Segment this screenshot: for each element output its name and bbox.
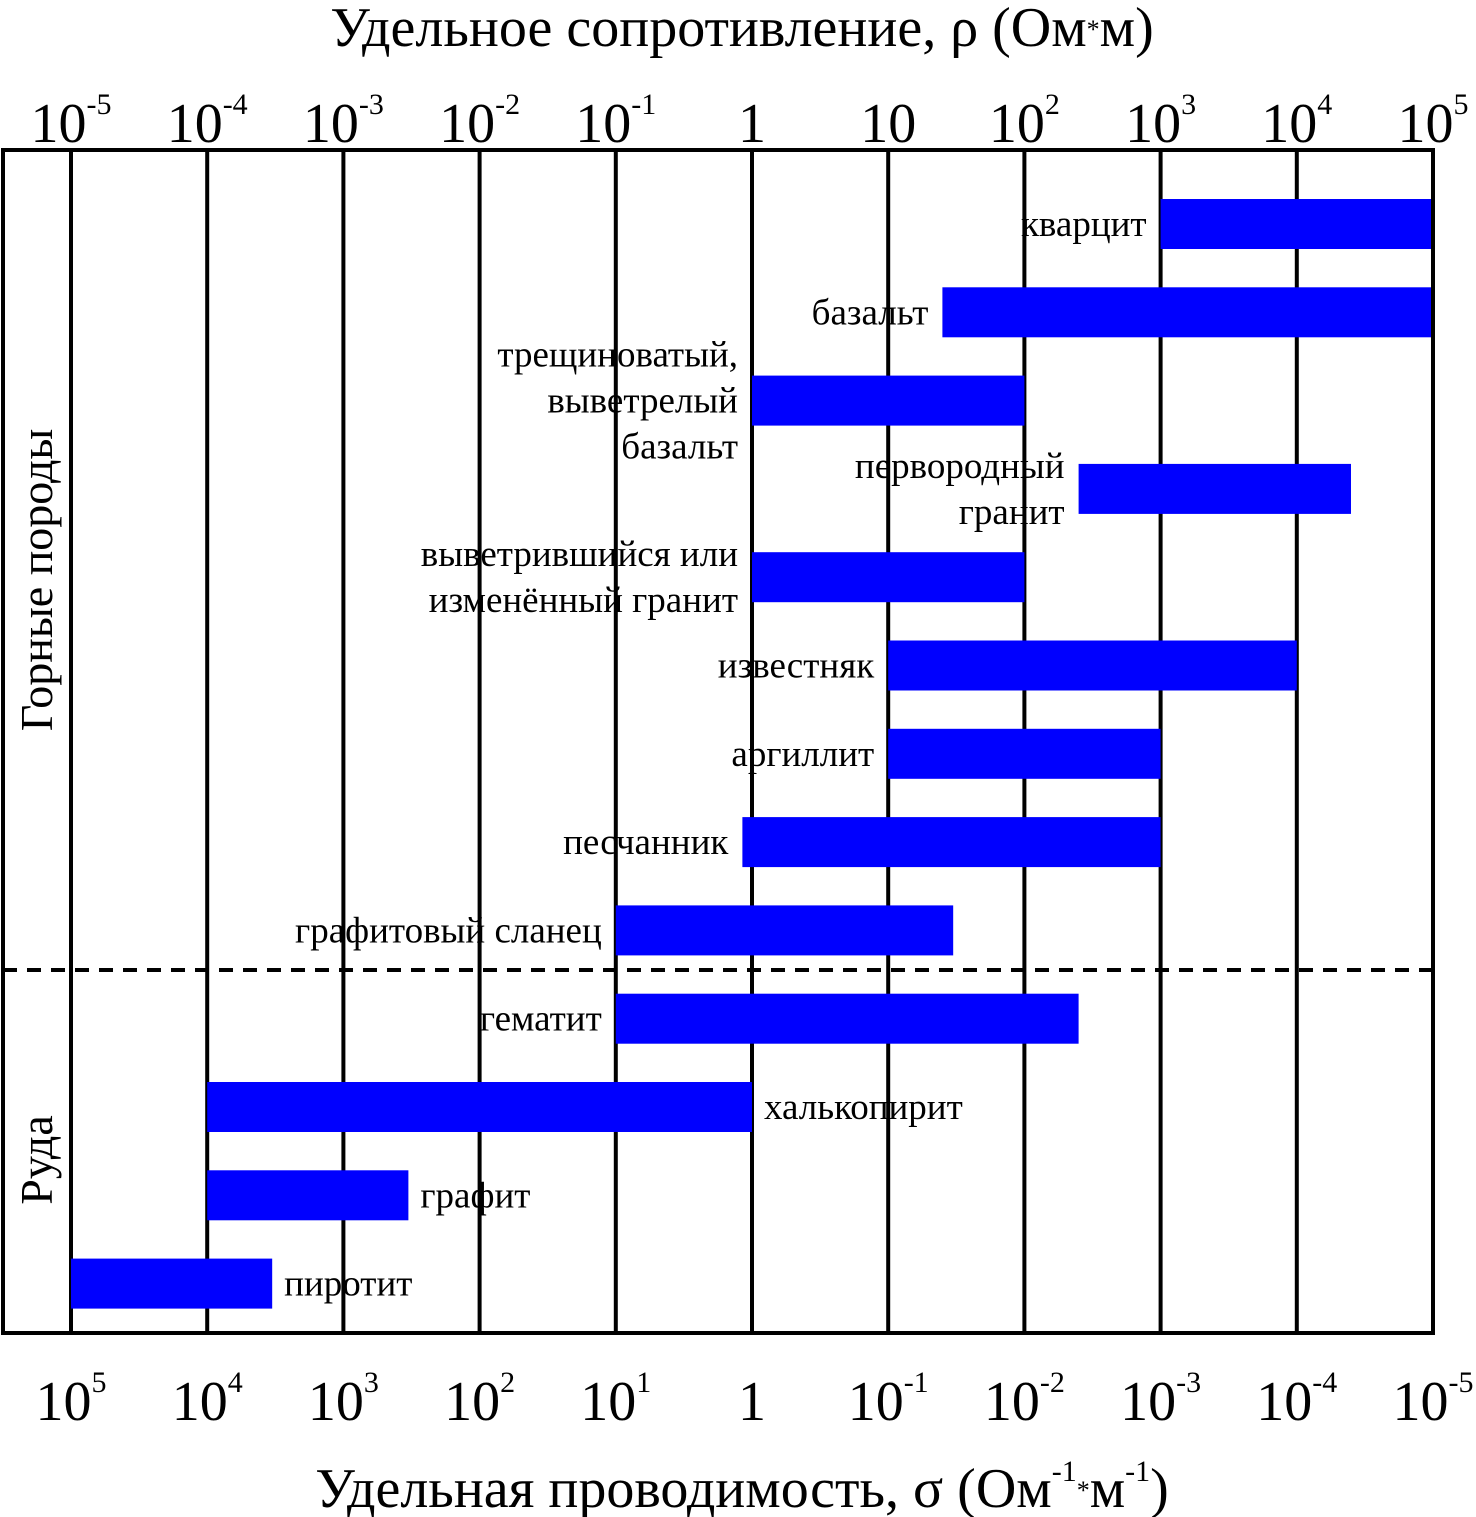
group-label-ore: Руда xyxy=(11,1115,62,1205)
top-tick-label: 10-3 xyxy=(303,88,384,155)
bar xyxy=(1078,463,1351,514)
bottom-tick-label: 103 xyxy=(308,1366,379,1433)
x-axis-label-exp2: -1 xyxy=(1125,1455,1150,1488)
bar-label: первородный гранит xyxy=(855,446,1065,533)
top-tick-label: 10-4 xyxy=(167,88,248,155)
bar xyxy=(615,905,954,956)
top-tick-label: 10-1 xyxy=(575,88,656,155)
bar-label: аргиллит xyxy=(731,734,874,775)
x-axis-label-exp1: -1 xyxy=(1052,1455,1077,1488)
top-tick-label: 103 xyxy=(1125,88,1196,155)
bottom-tick-label: 104 xyxy=(172,1366,243,1433)
top-tick-label: 102 xyxy=(989,88,1060,155)
x-axis-label-main: Удельная проводимость, σ (Ом xyxy=(315,1458,1052,1517)
bar xyxy=(207,1170,409,1221)
bottom-tick-label: 101 xyxy=(580,1366,651,1433)
top-tick-label: 10-5 xyxy=(31,88,112,155)
group-label-rocks: Горные породы xyxy=(11,429,62,732)
bar-label: кварцит xyxy=(1021,204,1147,245)
bar-label: графитовый сланец xyxy=(295,910,602,951)
bar-label: базальт xyxy=(812,292,929,333)
bar-label: известняк xyxy=(718,646,875,687)
bar xyxy=(888,728,1161,779)
top-tick-label: 105 xyxy=(1398,88,1469,155)
top-tick-label: 1 xyxy=(738,93,766,155)
chart-title-end: м) xyxy=(1100,0,1154,59)
bottom-tick-label: 105 xyxy=(36,1366,107,1433)
bar xyxy=(1160,199,1433,249)
top-tick-label: 104 xyxy=(1261,88,1332,155)
bar-label: графит xyxy=(420,1175,530,1216)
bottom-tick-label: 10-4 xyxy=(1256,1366,1337,1433)
top-tick-label: 10-2 xyxy=(439,88,520,155)
bottom-tick-labels: 105 104 103 102 101 1 10-1 10-2 10-3 10-4 10-5 xyxy=(36,1366,1474,1433)
bar xyxy=(752,375,1025,426)
bar-label: халькопирит xyxy=(764,1087,963,1128)
x-axis-label-close: ) xyxy=(1150,1458,1169,1517)
bottom-tick-label: 10-5 xyxy=(1393,1366,1474,1433)
bar-label: трещиноватый, выветрелый базальт xyxy=(497,335,738,468)
x-axis-label-m: м xyxy=(1090,1458,1125,1517)
bottom-tick-label: 102 xyxy=(444,1366,515,1433)
chart-title-star: * xyxy=(1087,15,1100,44)
bottom-tick-label: 10-3 xyxy=(1120,1366,1201,1433)
bar xyxy=(752,552,1025,603)
bar-label: гематит xyxy=(480,999,602,1040)
bar-label: выветрившийся или изменённый гранит xyxy=(421,534,738,621)
x-axis-label: Удельная проводимость, σ (Ом-1*м-1) xyxy=(315,1455,1169,1517)
bar xyxy=(742,817,1161,868)
bar xyxy=(71,1258,273,1309)
bar-label: пиротит xyxy=(284,1264,412,1305)
top-tick-labels: 10-5 10-4 10-3 10-2 10-1 1 10 102 103 104 105 xyxy=(31,88,1469,155)
chart-title: Удельное сопротивление, ρ (Ом*м) xyxy=(330,0,1154,59)
plot-frame xyxy=(1,148,1435,1335)
bars xyxy=(71,199,1433,1309)
bottom-tick-label: 10-1 xyxy=(848,1366,929,1433)
x-axis-label-star: * xyxy=(1077,1476,1090,1505)
chart-title-main: Удельное сопротивление, ρ (Ом xyxy=(330,0,1086,59)
bar-labels: кварцит базальт трещиноватый, выветрелый баз… xyxy=(284,204,1146,1305)
bar xyxy=(207,1082,752,1132)
bar-label: песчанник xyxy=(563,822,729,863)
bottom-tick-label: 10-2 xyxy=(984,1366,1065,1433)
bottom-tick-label: 1 xyxy=(738,1371,766,1433)
top-tick-label: 10 xyxy=(860,93,916,155)
bar xyxy=(942,287,1433,338)
bar xyxy=(888,640,1297,691)
bar xyxy=(615,993,1079,1044)
